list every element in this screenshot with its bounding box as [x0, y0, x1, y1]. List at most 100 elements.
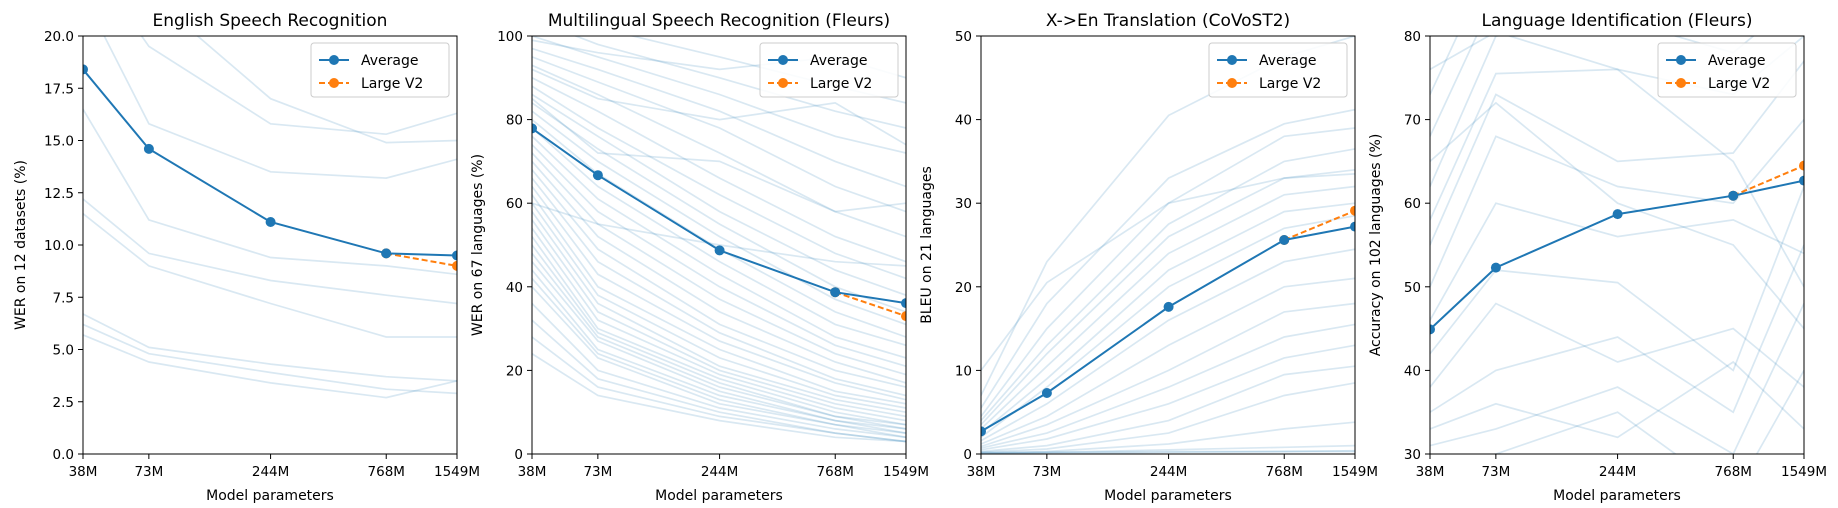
data-point	[452, 260, 457, 271]
series-line	[1283, 209, 1355, 241]
data-point	[265, 217, 276, 227]
data-point	[1799, 160, 1804, 171]
background-series-line	[83, 313, 457, 382]
y-tick-label: 5.0	[53, 343, 74, 359]
data-point	[1799, 175, 1804, 186]
background-series-line	[981, 382, 1355, 454]
legend: Average Large V2	[759, 42, 899, 98]
legend-entry-label: Average	[361, 53, 419, 69]
background-series-line	[1430, 119, 1804, 288]
legend-entry-label: Large V2	[1259, 76, 1321, 92]
legend-marker	[329, 78, 339, 88]
legend-entry-label: Large V2	[1708, 76, 1770, 92]
background-series-line	[532, 135, 906, 359]
background-series-line	[1430, 36, 1755, 187]
background-series-line	[981, 323, 1355, 449]
background-series-line	[532, 68, 906, 146]
background-series-line	[1430, 36, 1804, 288]
series-line	[981, 225, 1355, 433]
background-series-line	[83, 213, 457, 338]
data-point	[830, 287, 841, 298]
background-series-line	[1430, 60, 1804, 246]
background-series-line	[532, 211, 906, 414]
y-tick-label: 60	[1404, 196, 1421, 212]
data-point	[592, 170, 603, 181]
background-series-line	[103, 36, 457, 179]
data-point	[83, 64, 88, 75]
background-series-line	[1430, 244, 1804, 414]
legend-entry-label: Average	[1708, 53, 1766, 69]
data-point	[901, 298, 906, 309]
background-series-line	[532, 185, 906, 401]
series-average	[83, 64, 457, 261]
background-series-line	[532, 302, 906, 439]
background-series-line	[981, 173, 1355, 371]
background-series-line	[532, 98, 906, 213]
background-series-line	[981, 450, 1355, 454]
x-tick-label: 1549M	[883, 464, 929, 480]
background-series-line	[83, 323, 457, 395]
series-average	[532, 123, 906, 309]
background-series-line	[981, 214, 1355, 438]
background-series-line	[1430, 303, 1804, 454]
background-series-line	[83, 198, 457, 305]
background-series-line	[532, 202, 906, 267]
y-tick-label: 0.0	[53, 447, 74, 463]
background-series-line	[532, 127, 906, 347]
x-axis-label: Model parameters	[655, 488, 783, 504]
background-series-line	[532, 319, 906, 443]
background-series-line	[532, 244, 906, 426]
x-tick-label: 768M	[1266, 464, 1303, 480]
series-line	[1732, 164, 1804, 197]
x-tick-label: 73M	[1032, 464, 1061, 480]
legend-marker	[778, 78, 788, 88]
background-series-line	[1430, 202, 1804, 321]
data-point	[532, 123, 537, 134]
data-point	[1163, 301, 1174, 312]
legend: Average Large V2	[1208, 42, 1348, 98]
y-axis-label: WER on 67 languages (%)	[470, 154, 486, 336]
data-point	[1041, 388, 1052, 398]
background-series-line	[532, 56, 906, 213]
legend-marker	[1676, 55, 1686, 65]
data-point	[1430, 324, 1435, 335]
data-point	[1728, 190, 1739, 201]
background-series-line	[532, 194, 906, 405]
chart-panel-1: 38M 73M 244M 768M 1549M 0.0 2.5 5.0 7.5 10.0 12.5 1…	[13, 11, 480, 504]
legend-marker	[1676, 78, 1686, 88]
y-axis-label: BLEU on 21 languages	[919, 166, 935, 324]
chart-title: X->En Translation (CoVoST2)	[1046, 11, 1290, 31]
data-point	[452, 250, 457, 261]
background-series-line	[981, 202, 1355, 434]
y-tick-label: 40	[1404, 363, 1421, 379]
legend-entry-label: Average	[1259, 53, 1317, 69]
y-tick-label: 40	[955, 113, 972, 129]
background-series-line	[981, 365, 1355, 453]
background-series-line	[532, 93, 906, 297]
x-tick-label: 768M	[1715, 464, 1752, 480]
y-tick-label: 50	[1404, 280, 1421, 296]
background-series-line	[981, 421, 1355, 454]
background-series-line	[532, 85, 906, 280]
background-series-line	[981, 344, 1355, 451]
background-series-line	[532, 110, 906, 326]
data-point	[1612, 209, 1623, 220]
series-average	[1430, 175, 1804, 335]
x-tick-label: 73M	[134, 464, 163, 480]
background-series-line	[981, 148, 1355, 422]
background-series-line	[981, 127, 1355, 417]
legend-marker	[329, 55, 339, 65]
y-tick-label: 2.5	[53, 395, 74, 411]
legend-box	[1657, 42, 1797, 98]
background-series-line	[1430, 302, 1804, 388]
y-tick-label: 50	[955, 29, 972, 45]
y-tick-label: 60	[506, 196, 523, 212]
data-point	[1350, 221, 1355, 232]
y-tick-label: 80	[1404, 29, 1421, 45]
axes-frame	[980, 35, 1356, 455]
x-axis-label: Model parameters	[1553, 488, 1681, 504]
x-tick-label: 1549M	[434, 464, 480, 480]
data-point	[981, 426, 986, 437]
series-average	[981, 221, 1355, 437]
